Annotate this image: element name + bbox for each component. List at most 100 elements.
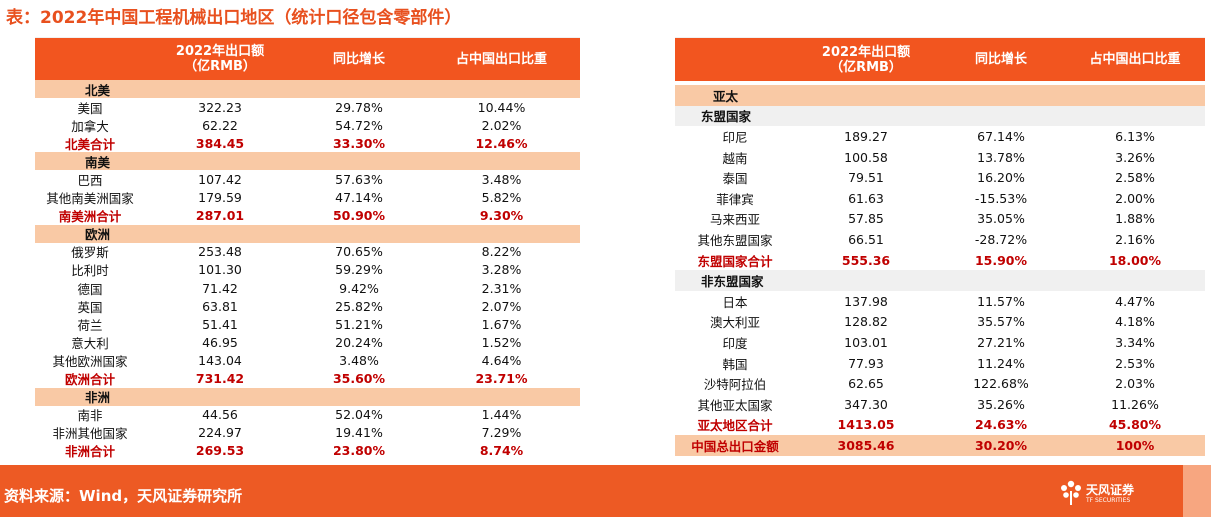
yoy-growth-cell: 51.21% [335,316,383,332]
region-name-cell: 北美 [85,82,111,98]
export-value-cell: 287.01 [195,208,245,224]
yoy-growth-cell: 3.48% [339,352,379,368]
subtotal-row: 欧洲合计 731.42 35.60% 23.71% [35,369,580,388]
table-row: 德国 71.42 9.42% 2.31% [35,279,580,297]
logo-text: 天风证券 [1086,483,1135,497]
share-cell: 3.28% [481,262,522,278]
header-export-value: 2022年出口额 （亿RMB） [795,45,937,75]
share-cell: 1.67% [481,316,522,332]
left-table: 2022年出口额 （亿RMB） 同比增长 占中国出口比重 北美 美国 322.23 2… [35,37,580,460]
region-name-cell: 德国 [77,281,103,297]
region-name-cell: 英国 [77,299,103,315]
export-value-cell: 100.58 [844,149,888,165]
table-row: 印尼 189.27 67.14% 6.13% [675,126,1205,147]
share-cell: 4.64% [481,352,522,368]
yoy-growth-cell: 23.80% [332,443,386,459]
brand-logo: 天风证券 TF SECURITIES [1058,479,1148,509]
table-row: 越南 100.58 13.78% 3.26% [675,147,1205,168]
region-name-cell: 非东盟国家 [701,274,764,290]
export-value-cell: 1413.05 [837,417,895,433]
header-share: 占中国出口比重 [455,51,547,67]
subregion-row: 非东盟国家 [675,270,1205,291]
share-cell: 2.02% [481,117,522,133]
share-cell: 6.13% [1115,128,1155,144]
header-export-value: 2022年出口额 （亿RMB） [145,44,295,74]
table-row: 英国 63.81 25.82% 2.07% [35,297,580,315]
share-cell: 7.29% [481,425,522,441]
table-row: 菲律宾 61.63 -15.53% 2.00% [675,188,1205,209]
yoy-growth-cell: 11.24% [977,355,1025,371]
subtotal-row: 非洲合计 269.53 23.80% 8.74% [35,441,580,460]
yoy-growth-cell: 33.30% [332,135,386,151]
region-name-cell: 马来西亚 [709,212,760,228]
table-row: 韩国 77.93 11.24% 2.53% [675,353,1205,374]
table-row: 南非 44.56 52.04% 1.44% [35,406,580,424]
subtotal-row: 南美洲合计 287.01 50.90% 9.30% [35,206,580,225]
share-cell: 4.18% [1115,314,1155,330]
share-cell: 2.58% [1115,170,1155,186]
share-cell: 8.74% [479,443,524,459]
table-row: 俄罗斯 253.48 70.65% 8.22% [35,243,580,261]
yoy-growth-cell: 35.60% [332,371,386,387]
export-value-cell: 62.22 [202,117,238,133]
yoy-growth-cell: 30.20% [974,437,1028,453]
export-value-cell: 77.93 [848,355,884,371]
yoy-growth-cell: -15.53% [974,190,1028,206]
share-cell: 18.00% [1108,252,1162,268]
export-value-cell: 347.30 [844,396,888,412]
share-cell: 2.03% [1115,376,1155,392]
yoy-growth-cell: 47.14% [335,190,383,206]
share-cell: 100% [1115,437,1155,453]
yoy-growth-cell: 13.78% [977,149,1025,165]
yoy-growth-cell: 35.05% [977,211,1025,227]
export-value-cell: 62.65 [848,376,884,392]
share-cell: 3.26% [1115,149,1155,165]
region-name-cell: 荷兰 [77,317,103,333]
region-name-cell: 韩国 [722,356,748,372]
export-value-cell: 63.81 [202,298,238,314]
table-row: 印度 103.01 27.21% 3.34% [675,332,1205,353]
region-name-cell: 非洲 [85,390,111,406]
table-row: 澳大利亚 128.82 35.57% 4.18% [675,312,1205,333]
header-export-value-line2: （亿RMB） [830,59,902,75]
share-cell: 5.82% [481,190,522,206]
table-row: 马来西亚 57.85 35.05% 1.88% [675,209,1205,230]
table-row: 其他东盟国家 66.51 -28.72% 2.16% [675,229,1205,250]
share-cell: 2.53% [1115,355,1155,371]
region-band-row: 非洲 [35,387,580,406]
share-cell: 9.30% [479,208,524,224]
region-name-cell: 南美洲合计 [58,209,122,225]
export-value-cell: 137.98 [844,293,888,309]
export-value-cell: 46.95 [202,334,238,350]
export-value-cell: 253.48 [198,244,242,260]
region-name-cell: 意大利 [71,335,109,351]
table-row: 其他南美洲国家 179.59 47.14% 5.82% [35,189,580,207]
region-name-cell: 其他欧洲国家 [52,353,128,369]
logo-subtext: TF SECURITIES [1086,497,1131,504]
region-name-cell: 越南 [722,150,748,166]
region-band-row: 南美 [35,152,580,171]
export-value-cell: 51.41 [202,316,238,332]
yoy-growth-cell: -28.72% [974,231,1028,247]
header-yoy-growth: 同比增长 [974,52,1027,67]
table-row: 巴西 107.42 57.63% 3.48% [35,170,580,188]
share-cell: 11.26% [1111,396,1159,412]
yoy-growth-cell: 35.26% [977,396,1025,412]
share-cell: 12.46% [475,135,528,151]
share-cell: 2.16% [1115,231,1155,247]
yoy-growth-cell: 54.72% [335,117,383,133]
region-name-cell: 南非 [77,408,103,424]
region-name-cell: 其他亚太国家 [697,397,773,413]
table-row: 其他欧洲国家 143.04 3.48% 4.64% [35,351,580,369]
share-cell: 23.71% [475,371,528,387]
source-note: 资料来源：Wind，天风证券研究所 [4,487,243,505]
table-row: 沙特阿拉伯 62.65 122.68% 2.03% [675,373,1205,394]
yoy-growth-cell: 25.82% [335,298,383,314]
corner-decoration [1183,465,1211,517]
left-table-header: 2022年出口额 （亿RMB） 同比增长 占中国出口比重 [35,38,580,80]
export-value-cell: 143.04 [198,352,242,368]
region-name-cell: 中国总出口金额 [691,438,779,454]
right-table: 2022年出口额 （亿RMB） 同比增长 占中国出口比重 亚太 东盟国家 印尼 189… [675,37,1205,456]
region-band-row: 亚太 [675,85,1205,106]
export-value-cell: 189.27 [844,128,888,144]
